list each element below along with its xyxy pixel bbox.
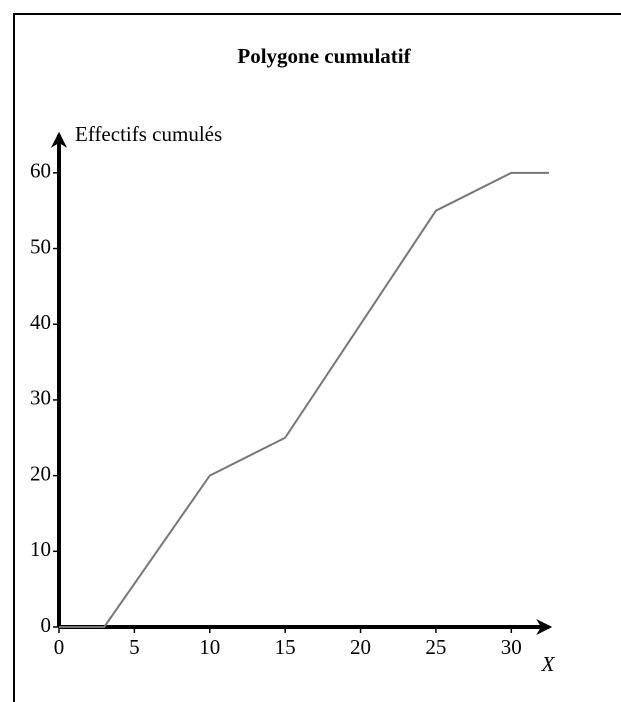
data-line [59,171,549,628]
x-tick-label: 5 [129,635,140,659]
y-tick-label: 20 [30,461,51,485]
x-tick-label: 30 [501,635,522,659]
y-tick-label: 40 [30,310,51,334]
x-tick-label: 20 [350,635,371,659]
y-tick-label: 30 [30,386,51,410]
y-tick-label: 60 [30,159,51,183]
x-tick-label: 10 [199,635,220,659]
y-axis-label: Effectifs cumulés [75,122,222,146]
y-tick-label: 10 [30,537,51,561]
chart-title: Polygone cumulatif [237,44,411,68]
y-tick-label: 0 [41,613,52,637]
x-tick-label: 15 [275,635,296,659]
x-tick-label: 25 [425,635,446,659]
x-axis-label: X [541,652,556,676]
x-tick-label: 0 [54,635,65,659]
y-tick-label: 50 [30,234,51,258]
frame [13,13,621,702]
